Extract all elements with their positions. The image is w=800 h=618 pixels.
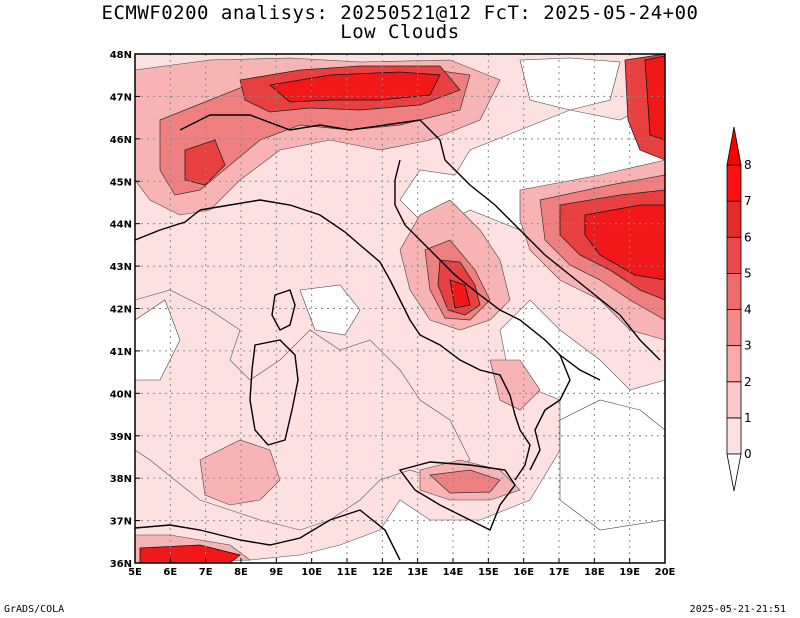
latitude-labels: 36N 37N 38N 39N 40N 41N 42N 43N 44N 45N 46N 47N 48N <box>110 50 140 570</box>
lat-tick-label: 45N <box>110 177 132 188</box>
lat-tick-label: 37N <box>110 517 132 528</box>
lon-tick-label: 7E <box>199 567 213 578</box>
colorbar-segment <box>726 236 742 274</box>
border-alps <box>179 114 446 161</box>
clear-area-1 <box>519 57 621 111</box>
lat-tick-label: 39N <box>110 432 132 443</box>
colorbar-segment <box>726 200 742 238</box>
shade-level-5d <box>449 279 471 309</box>
lon-tick-label: 5E <box>128 567 142 578</box>
lat-tick-label: 36N <box>110 559 132 570</box>
coastline-italy-east <box>394 159 601 381</box>
colorbar-segment <box>726 309 742 347</box>
colorbar-segment <box>726 345 742 383</box>
shade-level-2f <box>489 359 541 411</box>
lat-tick-label: 42N <box>110 305 132 316</box>
clear-area-2 <box>299 284 361 336</box>
footer-software: GrADS/COLA <box>4 604 65 615</box>
shade-level-5 <box>269 71 441 103</box>
lat-tick-label: 48N <box>110 50 132 61</box>
lon-tick-label: 9E <box>269 567 283 578</box>
plot-subtitle: Low Clouds <box>340 21 460 43</box>
shade-level-5e <box>139 544 241 563</box>
lon-tick-label: 13E <box>407 567 428 578</box>
lon-tick-label: 16E <box>513 567 534 578</box>
coastline-italy-south <box>529 354 571 471</box>
colorbar-segment <box>726 381 742 419</box>
colorbar-max-arrow <box>726 126 742 166</box>
grid-lines <box>135 54 665 563</box>
shade-level-5c <box>644 55 665 141</box>
lon-tick-label: 15E <box>478 567 499 578</box>
lat-tick-label: 44N <box>110 220 132 231</box>
lat-tick-label: 47N <box>110 92 132 103</box>
lat-tick-label: 40N <box>110 389 132 400</box>
colorbar-label: 8 <box>744 158 752 172</box>
colorbar-label: 1 <box>744 411 752 425</box>
colorbar-label: 0 <box>744 447 752 461</box>
lon-tick-label: 19E <box>619 567 640 578</box>
plot-title: ECMWF0200 analisys: 20250521@12 FcT: 202… <box>101 2 699 24</box>
colorbar-label: 4 <box>744 303 752 317</box>
colorbar-label: 5 <box>744 266 752 280</box>
lon-tick-label: 6E <box>163 567 177 578</box>
shade-level-3d <box>429 469 501 494</box>
lon-tick-label: 11E <box>337 567 358 578</box>
colorbar-label: 2 <box>744 375 752 389</box>
shade-level-4d <box>184 139 226 186</box>
longitude-labels: 5E 6E 7E 8E 9E 10E 11E 12E 13E 14E 15E 16E 17E 18E 19E… <box>128 558 676 578</box>
coastline-corsica <box>271 289 296 331</box>
lon-tick-label: 20E <box>655 567 676 578</box>
lat-tick-label: 46N <box>110 135 132 146</box>
lon-tick-label: 18E <box>584 567 605 578</box>
coastlines <box>135 114 661 561</box>
colorbar-segment <box>726 272 742 310</box>
coastline-italy-west <box>199 199 531 481</box>
colorbar: 0 1 2 3 4 5 6 7 8 <box>726 126 752 492</box>
clear-area-4 <box>559 399 665 531</box>
lat-tick-label: 41N <box>110 347 132 358</box>
footer-timestamp: 2025-05-21-21:51 <box>689 604 786 615</box>
coastline-france <box>135 209 201 241</box>
lon-tick-label: 10E <box>301 567 322 578</box>
colorbar-min-arrow <box>726 453 742 492</box>
colorbar-label: 3 <box>744 339 752 353</box>
lon-tick-label: 17E <box>549 567 570 578</box>
lat-tick-label: 38N <box>110 474 132 485</box>
colorbar-segment <box>726 164 742 202</box>
coastline-balkans <box>444 159 661 361</box>
shade-level-2d <box>199 439 281 506</box>
lon-tick-label: 12E <box>372 567 393 578</box>
colorbar-label: 6 <box>744 230 752 244</box>
lon-tick-label: 14E <box>443 567 464 578</box>
coastline-africa <box>135 509 401 561</box>
colorbar-segment <box>726 417 742 455</box>
lon-tick-label: 8E <box>234 567 248 578</box>
coastline-sardinia <box>249 339 299 446</box>
lat-tick-label: 43N <box>110 262 132 273</box>
colorbar-label: 7 <box>744 194 752 208</box>
coastline-sicily <box>398 461 516 531</box>
